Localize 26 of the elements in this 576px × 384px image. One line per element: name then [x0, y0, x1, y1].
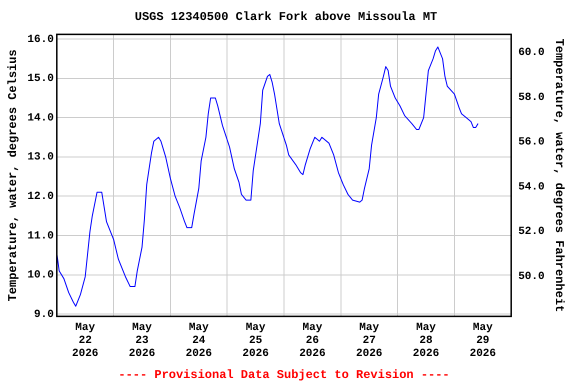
chart-title: USGS 12340500 Clark Fork above Missoula MT: [134, 10, 438, 24]
x-tick-label: May 26 2026: [299, 322, 326, 360]
y2-tick-label: 54.0: [518, 181, 545, 194]
y-tick-label: 9.0: [34, 308, 54, 321]
y-tick-label: 11.0: [27, 230, 54, 242]
y-tick-label: 10.0: [27, 270, 54, 282]
x-tick-label: May 27 2026: [356, 322, 382, 360]
y-tick-label: 16.0: [27, 34, 54, 46]
y2-axis-title: Temperature, water, degrees Fahrenheit: [552, 38, 566, 312]
y2-tick-label: 50.0: [518, 270, 545, 283]
text: ---- Provisional Data Subject to Revision ----: [118, 368, 450, 382]
y-tick-label: 14.0: [27, 112, 54, 124]
x-tick-label: May 25 2026: [242, 322, 269, 360]
y2-tick-label: 52.0: [518, 226, 545, 238]
x-tick-label: May 24 2026: [186, 322, 212, 360]
x-tick-label: May 29 2026: [470, 322, 496, 360]
y-axis-title: Temperature, water, degrees Celsius: [6, 49, 20, 302]
x-tick-label: May 23 2026: [128, 322, 156, 360]
y-tick-label: 15.0: [27, 73, 54, 86]
y-tick-label: 12.0: [27, 190, 54, 203]
y2-tick-label: 60.0: [518, 47, 545, 60]
x-tick-label: May 28 2026: [412, 322, 440, 360]
y2-tick-label: 58.0: [518, 92, 545, 104]
y2-tick-label: 56.0: [518, 136, 545, 149]
x-tick-label: May 22 2026: [72, 322, 98, 360]
y-tick-label: 13.0: [27, 152, 54, 164]
